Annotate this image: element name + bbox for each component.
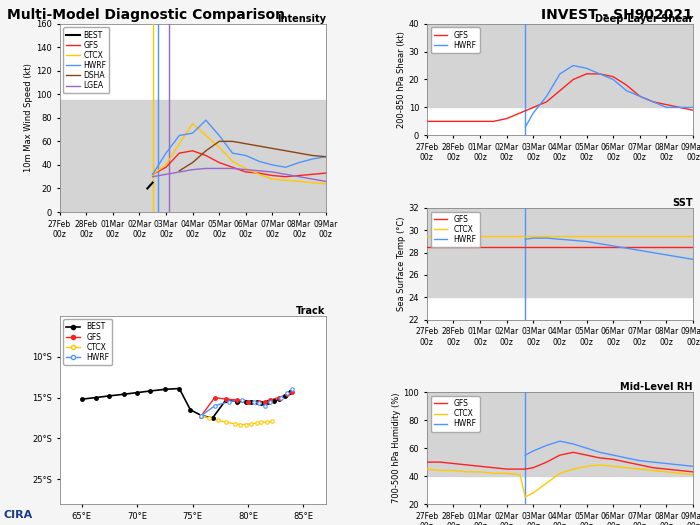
Legend: GFS, CTCX, HWRF: GFS, CTCX, HWRF <box>430 396 480 432</box>
Text: INVEST - SH902021: INVEST - SH902021 <box>541 8 693 22</box>
Legend: BEST, GFS, CTCX, HWRF, DSHA, LGEA: BEST, GFS, CTCX, HWRF, DSHA, LGEA <box>63 27 109 93</box>
Text: Track: Track <box>296 306 326 316</box>
Bar <box>427 253 693 297</box>
Y-axis label: 200-850 hPa Shear (kt): 200-850 hPa Shear (kt) <box>397 31 406 128</box>
Legend: GFS, HWRF: GFS, HWRF <box>430 27 480 52</box>
Y-axis label: 10m Max Wind Speed (kt): 10m Max Wind Speed (kt) <box>25 64 33 172</box>
Text: CIRA: CIRA <box>4 510 33 520</box>
Legend: BEST, GFS, CTCX, HWRF: BEST, GFS, CTCX, HWRF <box>63 319 112 365</box>
Text: Mid-Level RH: Mid-Level RH <box>620 382 693 392</box>
Text: Intensity: Intensity <box>276 14 326 24</box>
Y-axis label: 700-500 hPa Humidity (%): 700-500 hPa Humidity (%) <box>392 393 400 503</box>
Bar <box>60 135 326 171</box>
Bar <box>427 448 693 476</box>
Bar <box>427 79 693 108</box>
Bar <box>427 51 693 79</box>
Bar <box>60 100 326 135</box>
Bar <box>427 392 693 448</box>
Bar <box>427 24 693 51</box>
Y-axis label: Sea Surface Temp (°C): Sea Surface Temp (°C) <box>397 217 406 311</box>
Text: SST: SST <box>673 198 693 208</box>
Text: Deep-Layer Shear: Deep-Layer Shear <box>595 14 693 24</box>
Text: Multi-Model Diagnostic Comparison: Multi-Model Diagnostic Comparison <box>7 8 285 22</box>
Bar <box>60 171 326 212</box>
Bar <box>427 208 693 253</box>
Legend: GFS, CTCX, HWRF: GFS, CTCX, HWRF <box>430 212 480 247</box>
